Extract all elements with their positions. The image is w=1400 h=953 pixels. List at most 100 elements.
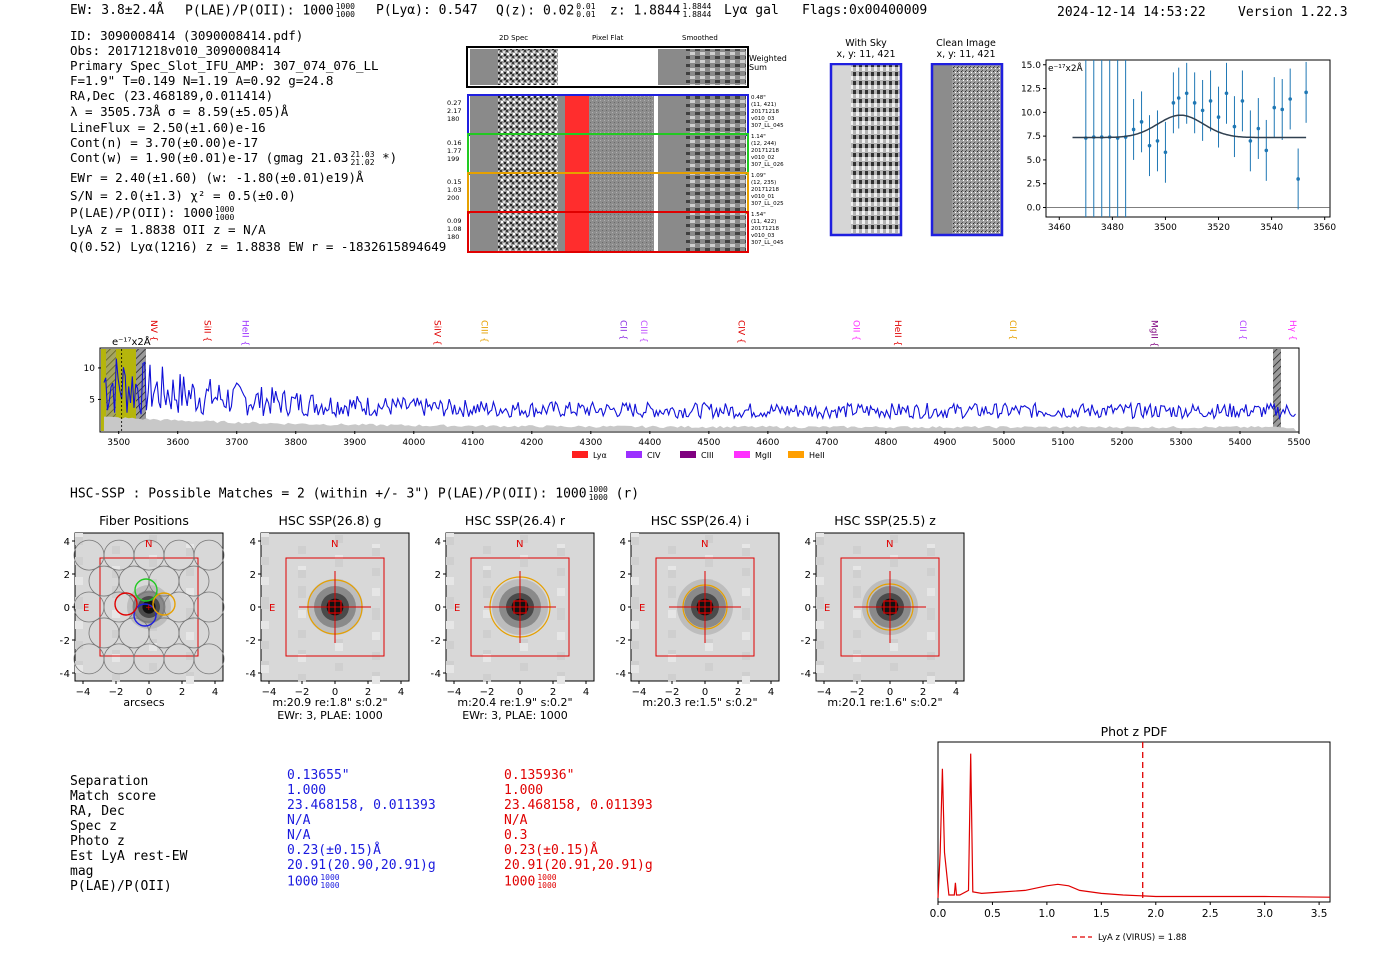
zoom-point	[1208, 99, 1213, 103]
cutout-pixel	[631, 641, 639, 649]
photz-legend-label: LyA z (VIRUS) = 1.88	[1098, 933, 1187, 943]
sky-images	[829, 63, 1004, 237]
cutout-pixel	[186, 612, 194, 620]
cutout-pixel	[483, 546, 491, 554]
hsc-xtick-label: −4	[76, 687, 91, 698]
cutout-pixel	[112, 654, 120, 662]
zoom-data-points	[1084, 60, 1308, 217]
tbl-label-separation: Separation	[70, 774, 149, 789]
cutout-pixel	[186, 632, 194, 640]
zoom-fit-curve	[1072, 114, 1307, 139]
cutout-pixel	[557, 548, 565, 556]
right-hatch-band	[1273, 349, 1281, 431]
hsc-ytick-label: −4	[616, 669, 626, 680]
spectrum-line-label: OII {	[850, 320, 860, 341]
spectrum-xtick-label: 4900	[933, 438, 956, 448]
cutout-pixel	[816, 665, 824, 673]
cutout-pixel	[446, 621, 454, 629]
aperture-box	[99, 557, 199, 657]
fiber-circle	[193, 591, 225, 623]
center-box	[883, 600, 897, 614]
east-label: E	[454, 603, 460, 614]
spectrum-xtick-label: 5500	[1288, 438, 1311, 448]
hsc-g-caption2: EWr: 3, PLAE: 1000	[277, 709, 383, 722]
cutout-pixel	[261, 601, 269, 609]
spectrum-xtick-label: 4100	[461, 438, 484, 448]
legend-swatch	[626, 451, 642, 458]
spectrum-xtick-label: 5300	[1170, 438, 1193, 448]
col-smoothed: Smoothed	[682, 34, 718, 42]
spectrum-noise-fill	[103, 416, 1297, 431]
spectrum-line-label: CII {	[1237, 320, 1247, 340]
spectrum-line-label: CII {	[1007, 320, 1017, 340]
row1-weights: 0.27 2.17 180	[447, 99, 462, 123]
hsc-xtick-label: 4	[768, 687, 774, 698]
with-sky-title: With Sky x, y: 11, 421	[836, 38, 896, 60]
weighted-sum-row	[466, 46, 749, 88]
hsc-i-title: HSC SSP(26.4) i	[650, 513, 750, 528]
tbl-col2-match: 1.000	[504, 783, 544, 798]
legend-swatch	[680, 451, 696, 458]
cutout-pixel	[890, 559, 898, 567]
zoom-x-ticks: 3460 3480 3500 3520 3540 3560	[1048, 217, 1336, 233]
cutout-pixel	[112, 674, 120, 682]
hsc-xtick-label: 2	[550, 687, 556, 698]
cutout-pixel	[298, 610, 306, 618]
cutout-pixel	[186, 588, 194, 596]
cutout-pixel	[483, 610, 491, 618]
zoom-xtick-label: 3500	[1154, 223, 1177, 233]
hsc-ytick-label: 2	[620, 570, 626, 581]
cutout-pixel	[483, 570, 491, 578]
spectrum-xtick-label: 3800	[284, 438, 307, 448]
cutout-pixel	[853, 610, 861, 618]
tbl-label-match-score: Match score	[70, 789, 157, 804]
hsc-xtick-label: 2	[920, 687, 926, 698]
cutout-pixel	[927, 548, 935, 556]
legend-label: MgII	[755, 451, 772, 460]
cutout-pixel	[298, 546, 306, 554]
cutout-pixel	[668, 546, 676, 554]
fiber-row-1	[467, 94, 749, 136]
fiber-positions-panel: + N E 4 2 0 −2 −4 −4 −2 0 2 4	[60, 532, 225, 698]
hsc-ytick-label: 2	[64, 570, 70, 581]
center-box	[328, 600, 342, 614]
spectrum-xtick-label: 5100	[1051, 438, 1074, 448]
cutout-pixel	[816, 641, 824, 649]
info-id: ID: 3090008414 (3090008414.pdf)	[70, 28, 304, 43]
zoom-point	[1224, 91, 1229, 96]
photz-xtick-label: 0.5	[984, 908, 1001, 920]
row3-weights: 0.15 1.03 200	[447, 178, 462, 202]
fiber-row-2	[467, 133, 749, 175]
spectrum-xtick-label: 3900	[343, 438, 366, 448]
cutout-pixel	[186, 568, 194, 576]
left-hatch-band	[136, 349, 146, 431]
photz-title: Phot z PDF	[1100, 724, 1168, 739]
cutout-pixel	[75, 537, 83, 545]
tbl-col1-radec: 23.468158, 0.011393	[287, 798, 436, 813]
cutout-pixel	[75, 557, 83, 565]
cutout-pixel	[446, 665, 454, 673]
tbl-col1-photoz: N/A	[287, 828, 311, 843]
col-2d-spec: 2D Spec	[499, 34, 529, 42]
hsc-xtick-label: −2	[480, 687, 495, 698]
row4-note: 1.54" (11, 422) 20171218 v010_03 307_LL_…	[751, 212, 784, 246]
cutout-pixel	[335, 643, 343, 651]
hsc-xtick-label: −2	[665, 687, 680, 698]
cutout-pixel	[75, 641, 83, 649]
north-label: N	[701, 539, 708, 550]
cutout-pixel	[372, 568, 380, 576]
spectrum-x-ticks: 3500 3600 3700 3800 3900 4000 4100 4200 4300 4400…	[107, 431, 1311, 448]
spectrum-xtick-label: 4600	[756, 438, 779, 448]
center-box	[513, 600, 527, 614]
cutout-pixel	[112, 590, 120, 598]
header-ew: EW: 3.8±2.4Å	[70, 3, 164, 18]
fiber-orange	[152, 592, 176, 616]
photz-plot: 0.0 0.5 1.0 1.5 2.0 2.5 3.0 3.5 LyA z (VIRUS) =…	[930, 741, 1331, 943]
cutout-pixel	[446, 601, 454, 609]
zoom-xtick-label: 3540	[1260, 223, 1283, 233]
hsc-xtick-label: 0	[702, 687, 708, 698]
cutout-pixel	[75, 577, 83, 585]
cutout-pixel	[520, 643, 528, 651]
cutout-pixel	[816, 601, 824, 609]
cutout-pixel	[631, 665, 639, 673]
